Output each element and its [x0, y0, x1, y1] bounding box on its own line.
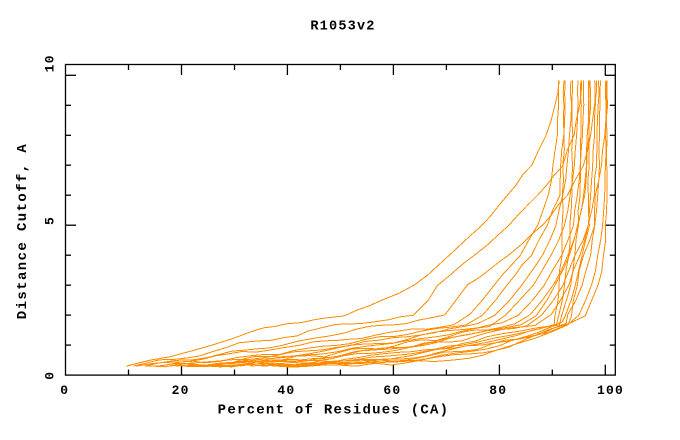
svg-text:40: 40: [277, 383, 295, 398]
svg-text:5: 5: [43, 216, 58, 225]
svg-text:20: 20: [172, 383, 190, 398]
svg-text:80: 80: [489, 383, 507, 398]
svg-text:0: 0: [60, 383, 69, 398]
svg-text:0: 0: [43, 371, 58, 380]
svg-text:Percent of Residues (CA): Percent of Residues (CA): [218, 403, 450, 419]
svg-text:100: 100: [597, 383, 624, 398]
svg-text:10: 10: [43, 54, 58, 72]
svg-text:Distance Cutoff, A: Distance Cutoff, A: [15, 143, 31, 319]
svg-text:R1053v2: R1053v2: [310, 20, 375, 35]
svg-text:60: 60: [383, 383, 401, 398]
